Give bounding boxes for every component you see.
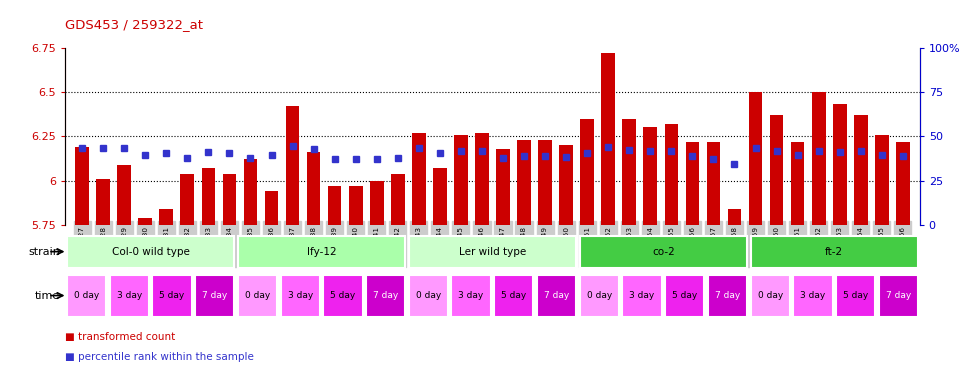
Bar [494,274,534,317]
Bar [67,236,234,268]
Bar [664,124,678,225]
Bar [749,92,762,225]
Text: 0 day: 0 day [74,291,99,300]
Bar [409,236,576,268]
Text: 5 day: 5 day [159,291,184,300]
Bar [180,173,194,225]
Bar [238,236,405,268]
Bar [391,173,404,225]
Bar [496,149,510,225]
Text: 7 day: 7 day [544,291,569,300]
Text: ■ transformed count: ■ transformed count [65,332,176,342]
Bar [896,142,910,225]
Bar [836,274,876,317]
Text: 3 day: 3 day [288,291,313,300]
Bar [580,274,619,317]
Bar [751,236,918,268]
Bar [265,191,278,225]
Bar [875,135,889,225]
Bar [433,168,446,225]
Text: 7 day: 7 day [886,291,911,300]
Bar [324,274,363,317]
Bar [75,147,89,225]
Bar [238,274,277,317]
Bar [409,274,448,317]
Bar [454,135,468,225]
Text: 5 day: 5 day [843,291,868,300]
Bar [793,274,832,317]
Text: 3 day: 3 day [117,291,142,300]
Text: 0 day: 0 day [416,291,441,300]
Text: 5 day: 5 day [501,291,526,300]
Bar [560,145,573,225]
Bar [751,274,790,317]
Bar [370,181,384,225]
Bar [622,119,636,225]
Bar [286,106,300,225]
Bar [581,119,594,225]
Text: 7 day: 7 day [715,291,740,300]
Bar [791,142,804,225]
Bar [707,142,720,225]
Bar [728,209,741,225]
Bar [643,127,658,225]
Text: 3 day: 3 day [630,291,655,300]
Bar [708,274,747,317]
Bar [451,274,491,317]
Text: ■ percentile rank within the sample: ■ percentile rank within the sample [65,352,254,362]
Bar [223,173,236,225]
Text: 7 day: 7 day [203,291,228,300]
Text: lfy-12: lfy-12 [307,247,336,257]
Text: time: time [36,291,60,300]
Bar [307,152,321,225]
Bar [202,168,215,225]
Text: 3 day: 3 day [801,291,826,300]
Bar [280,274,320,317]
Bar [109,274,149,317]
Text: ft-2: ft-2 [826,247,843,257]
Bar [244,160,257,225]
Bar [665,274,705,317]
Bar [153,274,192,317]
Bar [117,165,132,225]
Bar [348,186,363,225]
Bar [138,218,152,225]
Bar [67,274,107,317]
Bar [770,115,783,225]
Text: GDS453 / 259322_at: GDS453 / 259322_at [65,18,204,31]
Text: 5 day: 5 day [330,291,355,300]
Bar [580,236,747,268]
Bar [601,53,615,225]
Bar [412,133,425,225]
Bar [878,274,918,317]
Bar [475,133,489,225]
Bar [517,140,531,225]
Text: strain: strain [29,247,60,257]
Text: Col-0 wild type: Col-0 wild type [111,247,190,257]
Bar [539,140,552,225]
Text: co-2: co-2 [652,247,675,257]
Text: 5 day: 5 day [672,291,697,300]
Bar [159,209,173,225]
Text: 7 day: 7 day [373,291,398,300]
Bar [685,142,699,225]
Bar [96,179,110,225]
Bar [622,274,661,317]
Bar [853,115,868,225]
Text: 0 day: 0 day [245,291,270,300]
Text: Ler wild type: Ler wild type [459,247,526,257]
Bar [195,274,234,317]
Bar [812,92,826,225]
Text: 3 day: 3 day [459,291,484,300]
Bar [537,274,576,317]
Bar [366,274,405,317]
Text: 0 day: 0 day [757,291,782,300]
Text: 0 day: 0 day [587,291,612,300]
Bar [327,186,342,225]
Bar [833,104,847,225]
